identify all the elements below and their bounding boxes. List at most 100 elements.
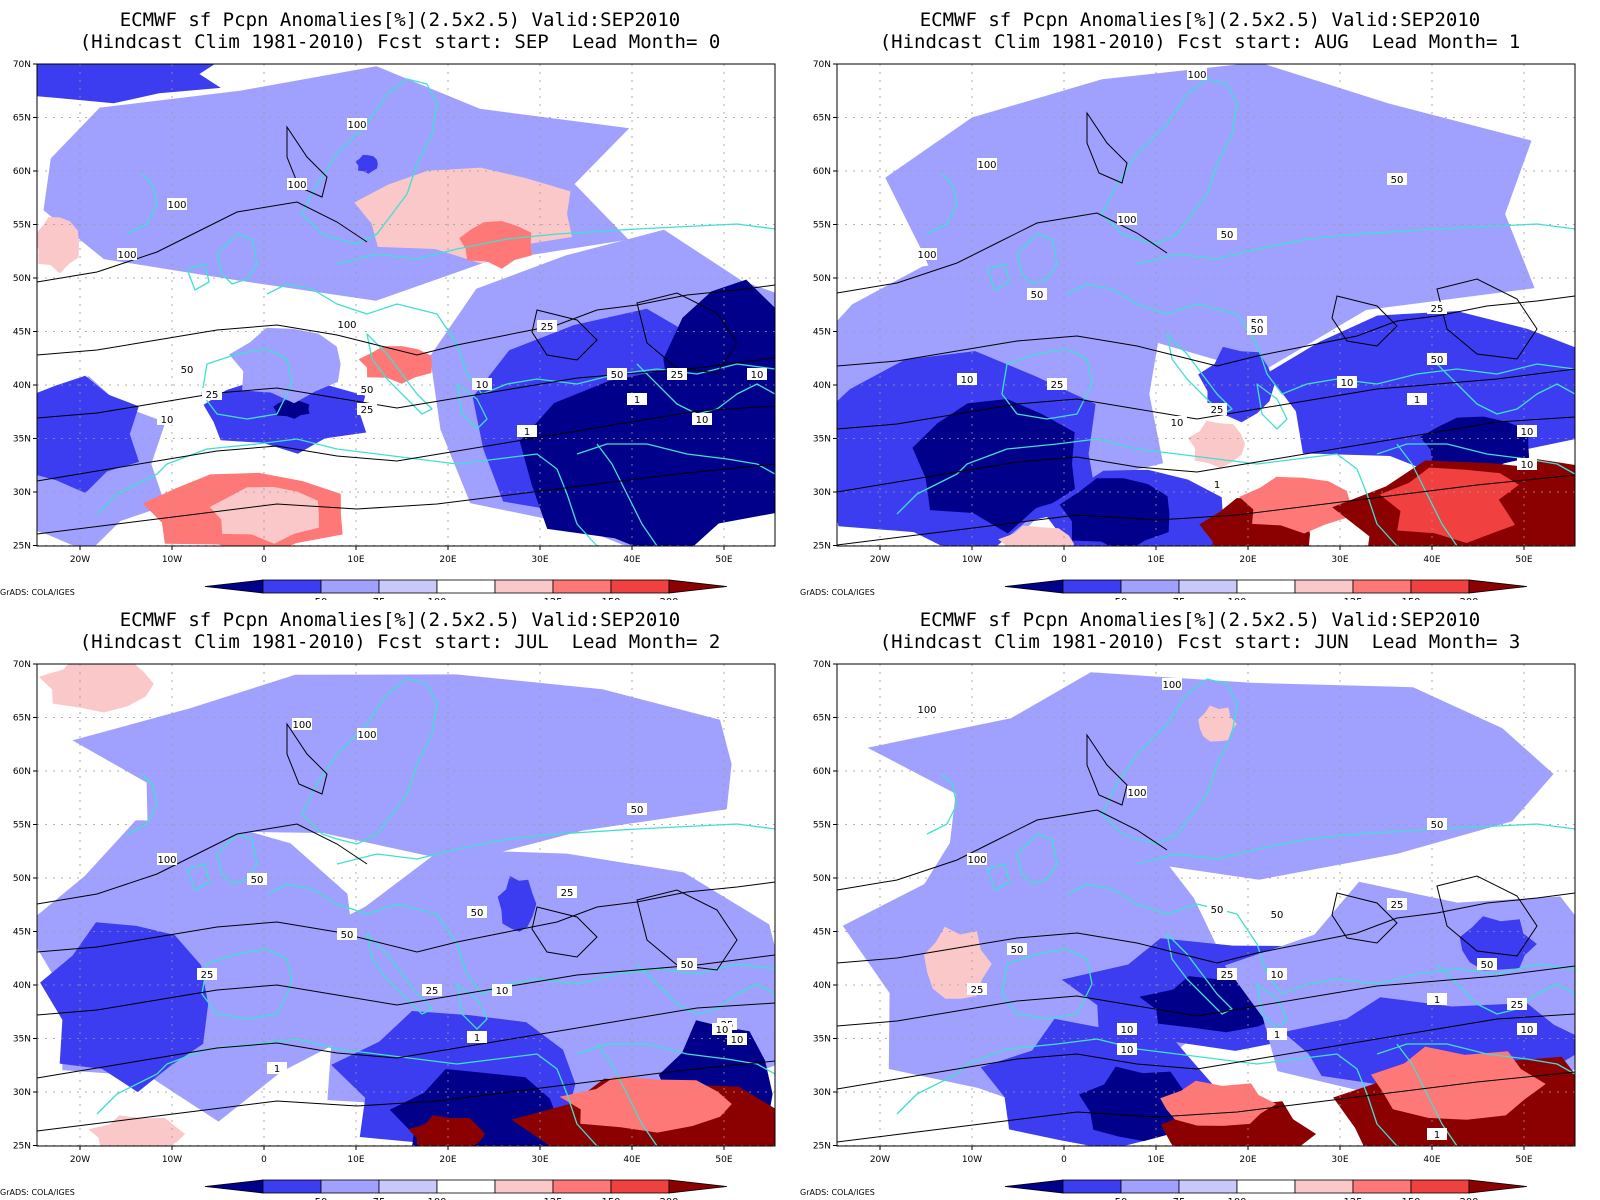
lon-tick-label: 50E [715, 555, 732, 565]
contour-label: 25 [426, 986, 439, 997]
contour-label-bg [1162, 678, 1182, 690]
panel-subtitle: (Hindcast Clim 1981-2010) Fcst start: JU… [879, 631, 1521, 653]
colorbar-swatch [1410, 1179, 1470, 1194]
anomaly-region [1420, 416, 1530, 474]
lat-tick-label: 35N [13, 435, 31, 445]
contour-label-bg [712, 1023, 732, 1035]
panel-title: ECMWF sf Pcpn Anomalies[%](2.5x2.5) Vali… [919, 9, 1481, 31]
coastlines [896, 78, 1575, 546]
contour-label-bg [1407, 393, 1427, 405]
lat-tick-label: 40N [813, 981, 831, 991]
contour-line [636, 292, 738, 374]
lat-tick-label: 60N [13, 767, 31, 777]
contour-label: 10 [1521, 1025, 1534, 1036]
contour-label-bg [1387, 173, 1407, 185]
colorbar-swatch [552, 1179, 612, 1194]
colorbar-swatch [436, 1179, 496, 1194]
anomaly-region [40, 922, 209, 1093]
colorbar-label: 100 [427, 1197, 446, 1200]
lon-tick-label: 10W [162, 555, 182, 565]
contour-label: 10 [1521, 427, 1534, 438]
contour-label: 50 [1431, 355, 1444, 366]
colorbar-swatch [1236, 1179, 1296, 1194]
anomaly-region [72, 674, 732, 863]
anomaly-shading [37, 664, 775, 1146]
coastline [366, 333, 433, 415]
coastline [986, 863, 1010, 891]
coastline [636, 963, 775, 1015]
contour-label-bg [1517, 458, 1537, 470]
coastline [1001, 948, 1093, 1020]
contour-label-bg [1117, 1043, 1137, 1055]
contour-label-bg [1187, 68, 1207, 80]
coastline [126, 773, 158, 835]
lon-tick-label: 0 [1061, 555, 1067, 565]
contour-label-bg [347, 118, 367, 130]
lat-tick-label: 60N [13, 167, 31, 177]
contour-label-bg [607, 368, 627, 380]
contour-label: 25 [1211, 405, 1224, 416]
lon-tick-label: 20W [870, 1155, 890, 1165]
panel-subtitle: (Hindcast Clim 1981-2010) Fcst start: SE… [79, 31, 721, 53]
contour-label-bg [247, 873, 267, 885]
coastline [1016, 233, 1058, 285]
contour-label-bg [557, 886, 577, 898]
lon-tick-label: 30E [1331, 555, 1348, 565]
contour-labels: 100 100 100 100 50 50 50 50 25 10 10 1 25 10 1 25 50 25 10… [917, 678, 1537, 1141]
lon-tick-label: 20E [1239, 1155, 1256, 1165]
contour-label-bg [337, 318, 357, 330]
colorbar-swatch [494, 579, 554, 594]
contour-label: 10 [731, 1035, 744, 1046]
colorbar-label: 75 [373, 1197, 386, 1200]
lat-tick-label: 30N [813, 1088, 831, 1098]
contour-label: 100 [337, 320, 356, 331]
contour-label-bg [1427, 818, 1447, 830]
contour-line [837, 1071, 1575, 1143]
contour-label-bg [1517, 425, 1537, 437]
contour-label: 1 [474, 1033, 480, 1044]
contour-label: 100 [292, 720, 311, 731]
contour-label: 50 [1031, 290, 1044, 301]
coastline [1256, 383, 1288, 430]
colorbar-label: 200 [659, 1197, 678, 1200]
map-field: 1001001001005050505010251025255010110150… [837, 64, 1575, 546]
colorbar-label: 100 [1227, 597, 1246, 600]
coastline [576, 443, 775, 475]
contour-line [37, 357, 775, 419]
contour-label-bg [467, 906, 487, 918]
contour-label: 25 [541, 322, 554, 333]
contour-label-bg [357, 728, 377, 740]
lon-tick-label: 50E [1515, 555, 1532, 565]
coastline [1376, 1043, 1575, 1075]
contour-label-bg [1267, 908, 1287, 920]
colorbar-swatch [320, 1179, 380, 1194]
contour-line [1331, 295, 1398, 347]
coastline [456, 383, 488, 430]
anomaly-region [867, 672, 1554, 880]
anomaly-region [88, 1115, 186, 1146]
coastline [576, 1043, 775, 1075]
colorbar-label: 75 [1173, 1197, 1186, 1200]
contours [837, 111, 1575, 546]
contour-label-bg [177, 363, 197, 375]
colorbar-swatch [1294, 579, 1354, 594]
anomaly-region [1059, 478, 1170, 546]
contour-label-bg [267, 1062, 287, 1074]
anomaly-region [1371, 1046, 1546, 1120]
contour-label-bg [1047, 378, 1067, 390]
colorbar-swatch [320, 579, 380, 594]
colorbar-swatch [1120, 1179, 1180, 1194]
contour-label-bg [517, 425, 537, 437]
contour-label: 10 [1121, 1025, 1134, 1036]
colorbar-label: 150 [601, 1197, 620, 1200]
lon-tick-label: 0 [261, 1155, 267, 1165]
contour-label-bg [1267, 1028, 1287, 1040]
panel-subtitle: (Hindcast Clim 1981-2010) Fcst start: JU… [79, 631, 721, 653]
contour-label: 50 [361, 385, 374, 396]
coastline [366, 933, 433, 1015]
grads-credit: GrADS: COLA/IGES [0, 1188, 75, 1197]
contour-label-bg [422, 984, 442, 996]
coastline [896, 463, 968, 515]
contour-label-bg [292, 718, 312, 730]
coastline [896, 1063, 968, 1115]
